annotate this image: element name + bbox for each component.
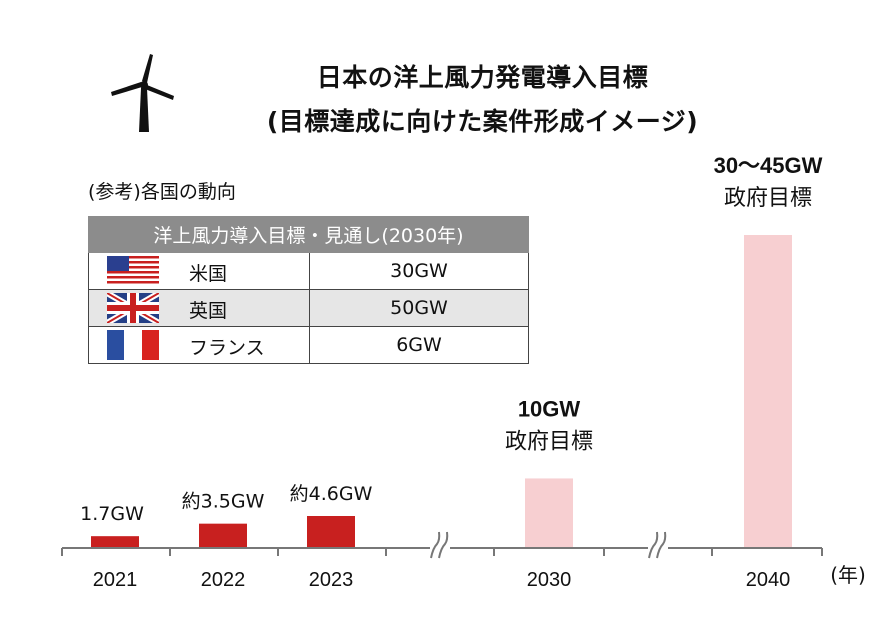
chart-title: 日本の洋上風力発電導入目標	[316, 63, 649, 92]
x-tick-label: 2022	[201, 569, 246, 591]
bar-2030	[525, 478, 573, 548]
target-note: 政府目標	[724, 186, 812, 211]
data-label: 10GW	[518, 396, 581, 421]
x-tick-label: 2023	[309, 569, 354, 591]
target-note: 政府目標	[505, 429, 593, 454]
reference-table-header: 洋上風力導入目標・見通し(2030年)	[88, 216, 529, 253]
bar-2021	[91, 536, 139, 548]
axis-break-icon	[438, 531, 449, 559]
x-tick-label: 2030	[527, 569, 572, 591]
country-name: フランス	[189, 337, 265, 359]
bar-2023	[307, 516, 355, 548]
country-target: 6GW	[309, 326, 529, 364]
x-tick-label: 2040	[746, 569, 791, 591]
table-row: フランス 6GW	[88, 326, 529, 364]
country-name: 米国	[189, 263, 228, 285]
bar-2022	[199, 523, 247, 548]
us-flag-icon	[107, 256, 159, 286]
data-label: 約4.6GW	[290, 483, 373, 505]
france-flag-icon	[107, 330, 159, 360]
country-target: 30GW	[309, 252, 529, 290]
table-row: 米国 30GW	[88, 252, 529, 290]
x-unit-label: (年)	[830, 563, 866, 587]
x-tick-label: 2021	[93, 569, 138, 591]
table-row: 英国 50GW	[88, 289, 529, 327]
reference-label: (参考)各国の動向	[88, 181, 236, 203]
axis-break-gap	[430, 534, 450, 562]
data-label: 30～45GW	[714, 153, 823, 178]
axis-break-icon	[648, 531, 659, 559]
axis-break-icon	[430, 531, 441, 559]
axis-break-gap	[648, 534, 668, 562]
wind-turbine-icon	[111, 54, 174, 132]
chart-subtitle: (目標達成に向けた案件形成イメージ)	[266, 107, 699, 136]
data-label: 約3.5GW	[182, 491, 265, 513]
axis-break-icon	[656, 531, 667, 559]
reference-table: 洋上風力導入目標・見通し(2030年) 米国 30GW	[88, 216, 529, 364]
data-label: 1.7GW	[80, 503, 144, 525]
bar-2040	[744, 235, 792, 548]
uk-flag-icon	[107, 293, 159, 323]
country-name: 英国	[189, 300, 228, 322]
